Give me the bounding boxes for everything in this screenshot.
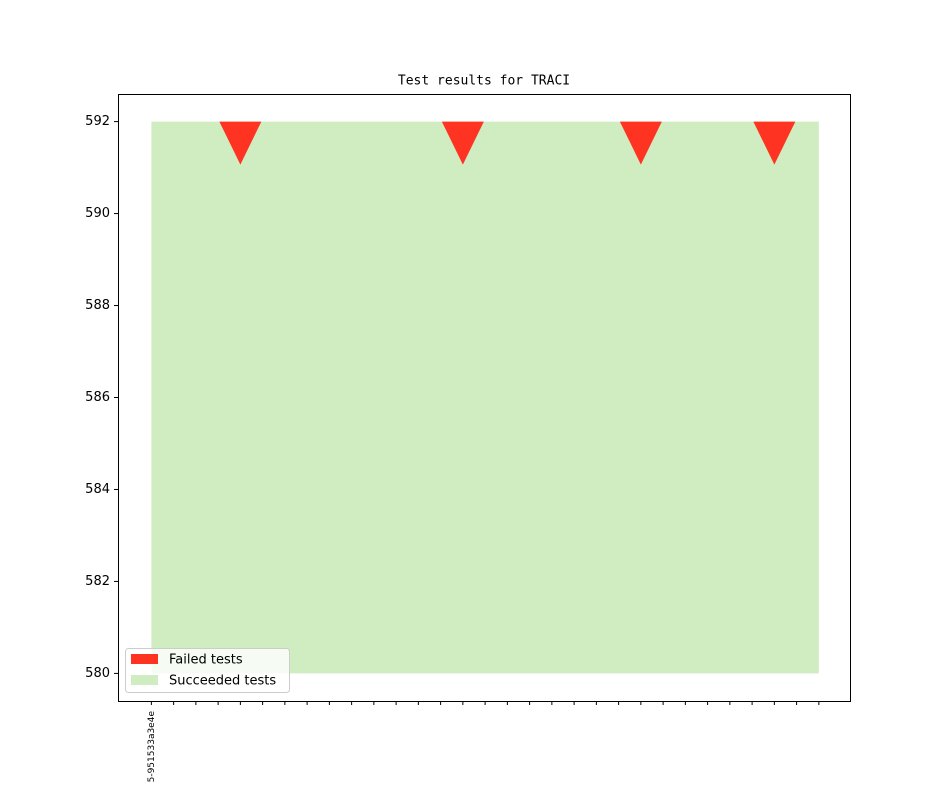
axes-frame	[118, 94, 851, 702]
y-tick-label: 580	[85, 666, 110, 681]
y-tick-label: 588	[85, 298, 110, 313]
y-tick-label: 592	[85, 114, 110, 129]
y-tick-label: 590	[85, 206, 110, 221]
area	[151, 121, 819, 674]
x-tick-label: 5-951533a3e4e	[147, 711, 157, 783]
chart-title: Test results for TRACI	[398, 74, 570, 89]
legend-swatch	[131, 654, 158, 664]
legend-label: Failed tests	[169, 653, 243, 668]
y-tick-label: 584	[85, 482, 110, 497]
failed-marker	[219, 121, 262, 165]
legend-label: Succeeded tests	[169, 674, 276, 689]
y-tick-label: 582	[85, 574, 110, 589]
legend-swatch	[131, 675, 158, 685]
failed-marker	[619, 121, 662, 165]
y-tick-label: 586	[85, 390, 110, 405]
failed-marker	[753, 121, 796, 165]
legend-box	[125, 648, 290, 693]
plot-area	[151, 121, 819, 674]
failed-marker	[441, 121, 484, 165]
legend: Failed tests Succeeded tests	[125, 648, 290, 693]
